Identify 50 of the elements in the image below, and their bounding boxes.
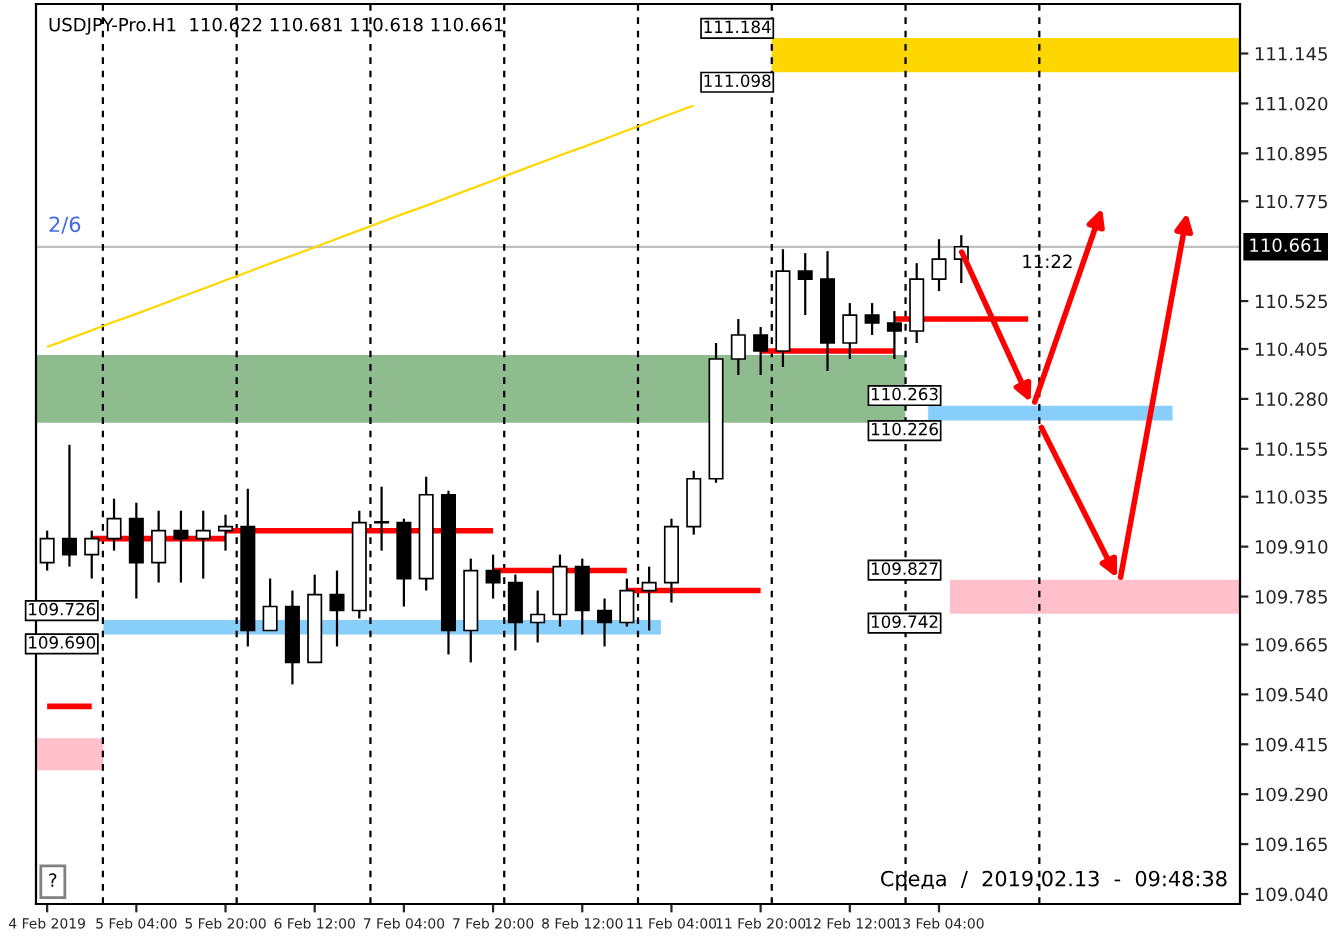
candlestick (329, 569, 345, 648)
y-tick-label: 109.785 (1255, 590, 1327, 604)
y-tick-label: 109.910 (1255, 540, 1328, 554)
candlestick (552, 553, 568, 628)
y-tick-label: 109.415 (1255, 737, 1327, 752)
y-tick-label: 110.155 (1255, 442, 1327, 456)
candlestick (686, 469, 702, 536)
annotation: 109.726 (29, 602, 96, 616)
candlestick (530, 589, 546, 644)
annotation: 111.098 (704, 74, 771, 88)
candlestick (374, 485, 390, 552)
candlestick (730, 317, 746, 377)
y-tick-label: 109.165 (1255, 837, 1327, 852)
candlestick (195, 509, 211, 580)
candlestick (597, 597, 613, 648)
annotation: 2/6 (49, 216, 81, 234)
y-tick-label: 110.035 (1255, 490, 1327, 504)
annotation: 111.184 (704, 20, 771, 34)
y-tick-label: 110.280 (1255, 392, 1328, 407)
annotation: Среда / 2019.02.13 - 09:48:38 (881, 870, 1227, 891)
annotation: ? (49, 873, 57, 887)
y-tick-label: 109.540 (1255, 687, 1328, 702)
annotation: USDJPY-Pro.H1 110.622 110.681 110.618 110.661 (49, 17, 503, 35)
annotation: 109.827 (871, 562, 938, 575)
candlestick (61, 443, 77, 568)
candlestick (864, 301, 880, 337)
y-tick-label: 111.145 (1255, 47, 1327, 61)
candlestick (173, 509, 189, 584)
annotation: 109.742 (871, 615, 938, 628)
candlestick (574, 557, 590, 636)
candlestick (931, 238, 947, 293)
ref-line-label: 110.661 (1250, 238, 1322, 253)
annotation: 110.226 (871, 422, 938, 436)
candlestick (128, 501, 144, 600)
line-series (46, 104, 695, 349)
annotation: 109.690 (29, 636, 96, 649)
candlestick (842, 301, 858, 361)
y-tick-label: 110.895 (1255, 146, 1327, 161)
y-tick-label: 109.040 (1255, 887, 1328, 902)
y-tick-label: 111.020 (1255, 96, 1328, 111)
y-tick-label: 110.525 (1255, 294, 1327, 309)
candlestick (797, 252, 813, 317)
annotation: 11:22 (1023, 254, 1072, 268)
candlestick (262, 577, 278, 632)
y-tick-label: 110.405 (1255, 342, 1327, 357)
y-tick-label: 109.290 (1255, 787, 1328, 802)
annotation: 110.263 (871, 387, 938, 401)
y-tick-label: 109.665 (1255, 637, 1327, 652)
y-tick-label: 110.775 (1255, 194, 1327, 209)
candlestick (151, 509, 167, 584)
